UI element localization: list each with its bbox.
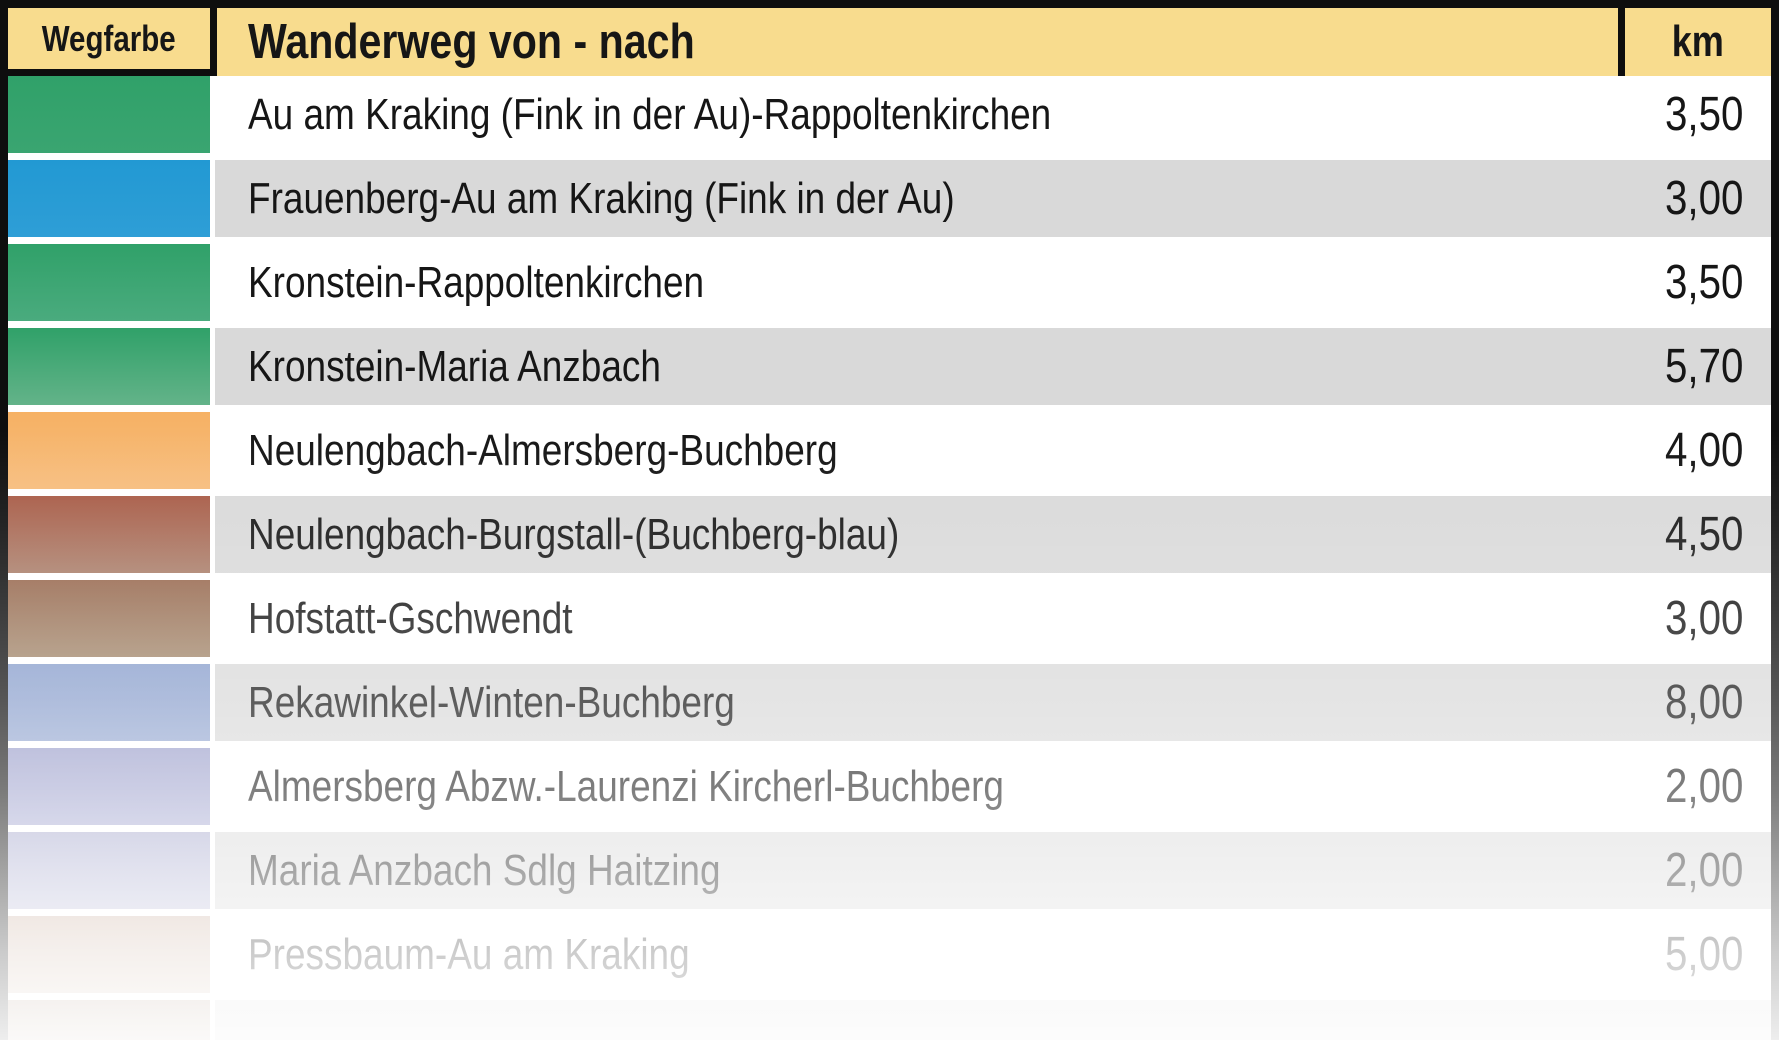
table-row: Neulengbach-Almersberg-Buchberg 4,00 xyxy=(8,412,1771,489)
trail-km: 3,50 xyxy=(1664,88,1743,141)
trail-name: Kronstein-Rappoltenkirchen xyxy=(248,257,705,307)
table-body: Au am Kraking (Fink in der Au)-Rappolten… xyxy=(0,76,1779,1040)
trail-km: 2,00 xyxy=(1664,844,1743,897)
trail-color-swatch xyxy=(8,244,210,321)
table-row-faded xyxy=(8,1000,1771,1040)
table-row: Hofstatt-Gschwendt 3,00 xyxy=(8,580,1771,657)
table-row: Au am Kraking (Fink in der Au)-Rappolten… xyxy=(8,76,1771,153)
trail-name: Kronstein-Maria Anzbach xyxy=(248,341,661,391)
table-row: Kronstein-Rappoltenkirchen 3,50 xyxy=(8,244,1771,321)
trail-color-swatch xyxy=(8,76,210,153)
trail-km: 8,00 xyxy=(1664,676,1743,729)
trail-color-swatch xyxy=(8,580,210,657)
trail-color-swatch xyxy=(8,496,210,573)
trail-color-swatch xyxy=(8,1000,210,1040)
trail-name: Rekawinkel-Winten-Buchberg xyxy=(248,677,735,727)
table-row: Kronstein-Maria Anzbach 5,70 xyxy=(8,328,1771,405)
trail-name: Frauenberg-Au am Kraking (Fink in der Au… xyxy=(248,173,955,223)
trail-name: Pressbaum-Au am Kraking xyxy=(248,929,690,979)
trail-color-swatch xyxy=(8,916,210,993)
trail-km: 5,70 xyxy=(1664,340,1743,393)
header-cell-route: Wanderweg von - nach xyxy=(217,8,1625,76)
table-header-row: Wegfarbe Wanderweg von - nach km xyxy=(0,0,1779,76)
trail-name: Almersberg Abzw.-Laurenzi Kircherl-Buchb… xyxy=(248,761,1004,811)
trail-name: Neulengbach-Burgstall-(Buchberg-blau) xyxy=(248,509,900,559)
trail-name: Au am Kraking (Fink in der Au)-Rappolten… xyxy=(248,89,1052,139)
header-wegfarbe-label: Wegfarbe xyxy=(42,17,176,59)
trail-color-swatch xyxy=(8,328,210,405)
table-row: Maria Anzbach Sdlg Haitzing 2,00 xyxy=(8,832,1771,909)
table-row: Frauenberg-Au am Kraking (Fink in der Au… xyxy=(8,160,1771,237)
trail-name: Neulengbach-Almersberg-Buchberg xyxy=(248,425,838,475)
header-cell-wegfarbe: Wegfarbe xyxy=(8,8,217,76)
trail-km: 3,00 xyxy=(1664,592,1743,645)
trail-color-swatch xyxy=(8,748,210,825)
table-row: Almersberg Abzw.-Laurenzi Kircherl-Buchb… xyxy=(8,748,1771,825)
header-cell-km: km xyxy=(1625,8,1771,76)
trail-color-swatch xyxy=(8,412,210,489)
header-km-label: km xyxy=(1671,17,1725,66)
trail-color-swatch xyxy=(8,160,210,237)
trail-name: Maria Anzbach Sdlg Haitzing xyxy=(248,845,721,895)
table-row: Pressbaum-Au am Kraking 5,00 xyxy=(8,916,1771,993)
trail-km: 3,50 xyxy=(1664,256,1743,309)
table-row: Rekawinkel-Winten-Buchberg 8,00 xyxy=(8,664,1771,741)
header-route-label: Wanderweg von - nach xyxy=(248,15,695,69)
table-row: Neulengbach-Burgstall-(Buchberg-blau) 4,… xyxy=(8,496,1771,573)
trail-color-swatch xyxy=(8,832,210,909)
trail-km: 4,50 xyxy=(1664,508,1743,561)
trail-km: 2,00 xyxy=(1664,760,1743,813)
trail-name: Hofstatt-Gschwendt xyxy=(248,593,573,643)
trail-km: 5,00 xyxy=(1664,928,1743,981)
trail-km: 4,00 xyxy=(1664,424,1743,477)
trail-km: 3,00 xyxy=(1664,172,1743,225)
trail-color-swatch xyxy=(8,664,210,741)
